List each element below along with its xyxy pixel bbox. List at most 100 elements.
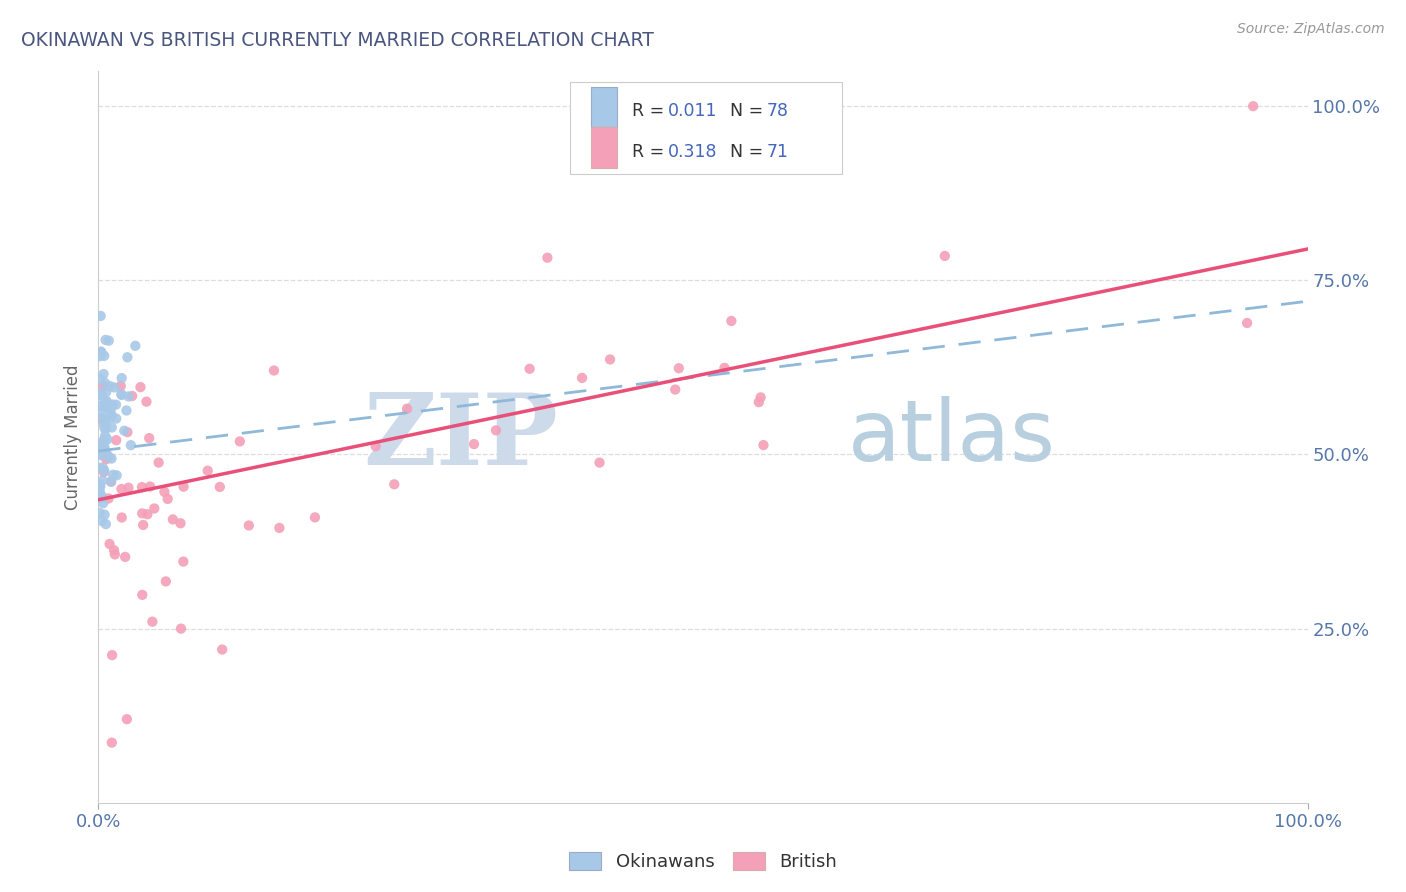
FancyBboxPatch shape xyxy=(569,82,842,174)
Point xyxy=(139,479,162,493)
Point xyxy=(110,379,132,393)
Text: OKINAWAN VS BRITISH CURRENTLY MARRIED CORRELATION CHART: OKINAWAN VS BRITISH CURRENTLY MARRIED CO… xyxy=(21,31,654,50)
Point xyxy=(91,441,114,455)
Point xyxy=(97,334,120,348)
Point xyxy=(115,403,138,417)
Point xyxy=(131,480,153,494)
Point xyxy=(100,451,122,466)
Point xyxy=(111,510,134,524)
Point xyxy=(103,543,125,558)
Point xyxy=(94,385,117,400)
Point xyxy=(90,345,112,359)
Point xyxy=(93,417,115,432)
Point xyxy=(131,588,153,602)
Point xyxy=(132,518,155,533)
Point xyxy=(90,344,112,359)
Point xyxy=(89,349,111,363)
Point xyxy=(98,450,121,465)
Point xyxy=(90,387,112,401)
Point xyxy=(155,574,177,589)
Point xyxy=(100,402,122,417)
Point xyxy=(101,736,124,750)
Point xyxy=(93,465,115,479)
Point xyxy=(749,390,772,404)
Point xyxy=(101,648,124,662)
Point xyxy=(94,517,117,532)
Point xyxy=(135,394,157,409)
Text: 0.011: 0.011 xyxy=(668,103,717,120)
Point xyxy=(97,449,120,463)
Point xyxy=(208,480,231,494)
Point xyxy=(713,360,735,375)
Point xyxy=(111,388,134,402)
Text: R =: R = xyxy=(631,143,669,161)
Text: 71: 71 xyxy=(768,143,789,161)
Point xyxy=(98,379,121,393)
Point xyxy=(91,514,114,528)
Point xyxy=(94,413,117,427)
Point xyxy=(463,437,485,451)
Point xyxy=(89,372,111,386)
Point xyxy=(94,452,117,467)
Point xyxy=(105,411,128,425)
Point xyxy=(588,456,610,470)
Point xyxy=(115,712,138,726)
Point xyxy=(89,445,111,459)
Point xyxy=(571,371,593,385)
Point xyxy=(169,516,191,531)
Point xyxy=(269,521,291,535)
Point xyxy=(98,537,121,551)
Point xyxy=(112,424,135,438)
Point xyxy=(89,484,111,499)
Point xyxy=(104,548,127,562)
Point xyxy=(94,333,117,347)
Point xyxy=(148,456,170,470)
Point xyxy=(263,363,285,377)
Point xyxy=(89,386,111,401)
Point xyxy=(229,434,252,449)
Point xyxy=(93,400,115,414)
Point xyxy=(536,251,558,265)
Point xyxy=(91,379,114,393)
Point xyxy=(93,463,115,477)
Point xyxy=(90,447,112,461)
Point xyxy=(91,496,114,510)
Point xyxy=(101,467,124,482)
Point xyxy=(170,622,193,636)
Point xyxy=(98,401,121,416)
Point xyxy=(153,485,176,500)
Point xyxy=(89,479,111,493)
Point xyxy=(162,512,184,526)
Point xyxy=(90,411,112,425)
Point xyxy=(91,474,114,488)
Point xyxy=(1236,316,1258,330)
Point xyxy=(105,433,128,447)
Point xyxy=(131,507,153,521)
Point xyxy=(172,555,194,569)
Point xyxy=(101,398,124,412)
Text: N =: N = xyxy=(718,103,769,120)
Point xyxy=(110,387,132,401)
Point xyxy=(117,351,139,365)
Point xyxy=(664,383,686,397)
Point xyxy=(100,408,122,422)
Point xyxy=(382,477,405,491)
Point xyxy=(90,309,112,323)
Point xyxy=(100,475,122,489)
Point xyxy=(97,491,120,506)
Point xyxy=(96,448,118,462)
Point xyxy=(93,445,115,459)
Point xyxy=(91,411,114,425)
Text: 0.318: 0.318 xyxy=(668,143,717,161)
Point xyxy=(93,421,115,435)
Point xyxy=(89,460,111,475)
Point xyxy=(117,389,139,403)
Point xyxy=(141,615,163,629)
Point xyxy=(91,405,114,419)
Text: N =: N = xyxy=(718,143,769,161)
Point xyxy=(93,439,115,453)
Point xyxy=(94,422,117,436)
Point xyxy=(117,481,139,495)
Point xyxy=(111,371,134,385)
Point xyxy=(100,410,122,425)
